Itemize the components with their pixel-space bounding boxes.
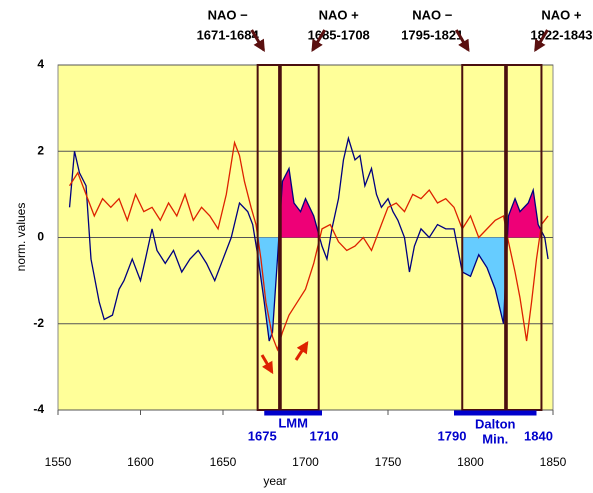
minimum-end: 1840	[524, 428, 553, 443]
x-tick-label: 1850	[540, 455, 567, 469]
nao-window	[505, 64, 543, 411]
x-tick-label: 1800	[457, 455, 484, 469]
x-tick-label: 1650	[210, 455, 237, 469]
x-tick-label: 1700	[292, 455, 319, 469]
y-axis-label: norm. values	[14, 203, 28, 272]
arrow	[250, 29, 265, 53]
minimum-end: 1710	[310, 428, 339, 443]
minimum-name: Dalton	[475, 416, 516, 431]
arrow	[294, 340, 309, 361]
nao-fill	[462, 237, 506, 324]
x-axis-label: year	[263, 474, 286, 488]
arrow	[260, 354, 274, 375]
x-tick-label: 1750	[375, 455, 402, 469]
nao-period: 1671-1684	[197, 27, 260, 42]
y-tick-label: -2	[33, 316, 44, 330]
nao-phase: NAO −	[208, 7, 249, 22]
minimum-start: 1790	[438, 428, 467, 443]
arrow	[311, 29, 326, 53]
series-line	[69, 140, 549, 352]
nao-window	[461, 64, 507, 411]
nao-period: 1795-1821	[401, 27, 463, 42]
arrow	[454, 29, 470, 53]
x-tick-label: 1600	[127, 455, 154, 469]
y-tick-label: 4	[37, 57, 44, 71]
minimum-name: Min.	[482, 431, 508, 446]
minimum-name: LMM	[278, 415, 308, 430]
nao-window	[279, 64, 320, 411]
nao-phase: NAO +	[541, 7, 582, 22]
arrow	[534, 29, 549, 53]
nao-fill	[280, 168, 319, 238]
y-tick-label: 2	[37, 143, 44, 157]
nao-phase: NAO −	[412, 7, 453, 22]
y-tick-label: -4	[33, 402, 44, 416]
minimum-start: 1675	[248, 428, 277, 443]
series-line	[68, 135, 549, 342]
plot-area	[57, 64, 554, 415]
x-tick-label: 1550	[45, 455, 72, 469]
nao-fill	[257, 237, 280, 341]
nao-fill	[506, 190, 542, 238]
y-tick-label: 0	[37, 230, 44, 244]
nao-window	[256, 64, 281, 411]
nao-phase: NAO +	[319, 7, 360, 22]
